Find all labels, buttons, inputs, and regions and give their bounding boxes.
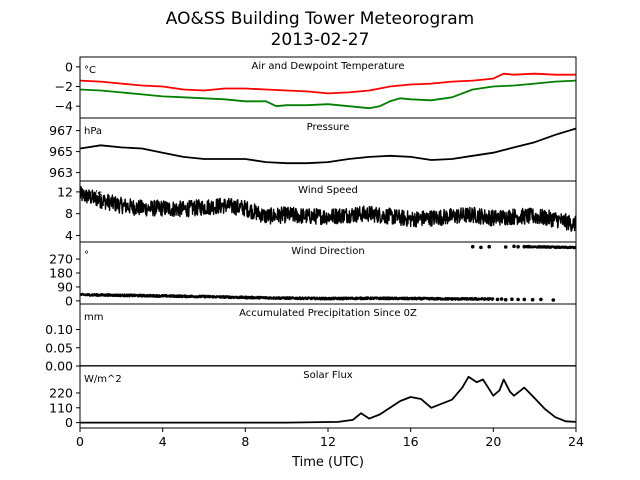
y-tick-label-1-2: 967 <box>49 123 73 138</box>
y-tick-label-2-1: 8 <box>65 206 73 221</box>
panel-unit-5: W/m^2 <box>84 374 122 385</box>
panel-title-0: Air and Dewpoint Temperature <box>252 61 405 72</box>
panel-title-5: Solar Flux <box>303 370 353 381</box>
y-tick-label-3-2: 180 <box>49 266 73 281</box>
y-tick-label-1-1: 965 <box>49 144 73 159</box>
series-3-1-pt-7 <box>539 297 543 302</box>
chart-subtitle: 2013-02-27 <box>271 30 370 50</box>
panel-unit-1: hPa <box>84 126 102 137</box>
y-tick-label-3-3: 270 <box>49 252 73 267</box>
series-0-1 <box>80 79 576 110</box>
panel-title-2: Wind Speed <box>298 185 358 196</box>
y-tick-label-5-1: 110 <box>49 400 73 415</box>
series-5-0 <box>80 375 576 424</box>
panel-series-group-3 <box>80 244 576 302</box>
x-tick-label-1: 4 <box>159 434 167 449</box>
panel-series-group-5 <box>80 375 576 424</box>
series-3-2-pt-5 <box>516 245 520 249</box>
x-tick-label-0: 0 <box>76 434 84 449</box>
panel-series-group-0 <box>80 72 576 110</box>
panel-series-group-2 <box>80 186 576 232</box>
chart-title: AO&SS Building Tower Meteorogram <box>166 9 474 29</box>
y-tick-label-0-0: 0 <box>65 59 73 74</box>
panel-0: 0 −2 −4 Air and Dewpoint Temperature °C <box>55 56 577 119</box>
series-3-1-pt-8 <box>551 298 556 302</box>
series-3-3 <box>523 244 576 250</box>
series-3-1-pt-2 <box>503 297 508 302</box>
y-tick-label-2-2: 12 <box>57 184 73 199</box>
y-tick-label-0-2: −4 <box>55 99 73 114</box>
series-3-1-pt-4 <box>516 297 520 302</box>
y-tick-label-2-0: 4 <box>65 228 73 243</box>
y-tick-label-0-1: −2 <box>55 79 73 94</box>
series-3-1-pt-5 <box>522 297 527 302</box>
series-3-1-pt-0 <box>495 297 500 302</box>
series-3-2-pt-0 <box>470 244 475 249</box>
x-tick-label-2: 8 <box>241 434 249 449</box>
series-3-2-pt-1 <box>479 245 483 250</box>
panel-unit-3: ° <box>84 250 89 261</box>
y-tick-label-4-1: 0.05 <box>45 340 73 355</box>
y-tick-label-5-0: 0 <box>65 415 73 430</box>
y-tick-label-3-1: 90 <box>57 279 73 294</box>
panel-1: 963 965 967 Pressure hPa <box>49 117 577 182</box>
y-tick-label-3-0: 0 <box>65 293 73 308</box>
series-3-1-pt-3 <box>510 297 514 302</box>
series-3-2-pt-2 <box>487 244 492 249</box>
x-tick-label-5: 20 <box>485 434 501 449</box>
series-0-0 <box>80 72 576 95</box>
panel-4: 0.00 0.05 0.10 Accumulated Precipitation Si… <box>45 303 577 374</box>
x-tick-label-6: 24 <box>568 434 584 449</box>
y-tick-label-4-2: 0.10 <box>45 322 73 337</box>
y-tick-label-4-0: 0.00 <box>45 359 73 374</box>
panel-title-1: Pressure <box>307 122 350 133</box>
panel-title-3: Wind Direction <box>291 246 365 257</box>
panel-series-group-1 <box>80 127 576 165</box>
panel-2: 4 8 12 Wind Speed m/s <box>57 180 577 243</box>
y-tick-label-5-2: 220 <box>49 385 73 400</box>
series-1-0 <box>80 127 576 165</box>
x-tick-label-4: 16 <box>403 434 419 449</box>
series-2-0 <box>80 186 576 232</box>
series-3-2-pt-4 <box>512 244 516 249</box>
panel-title-4: Accumulated Precipitation Since 0Z <box>239 308 417 319</box>
x-tick-label-3: 12 <box>320 434 336 449</box>
series-3-1-pt-1 <box>499 297 504 301</box>
series-3-2-pt-3 <box>503 245 508 249</box>
panel-unit-2: m/s <box>84 189 102 200</box>
y-tick-label-1-0: 963 <box>49 165 73 180</box>
panel-unit-0: °C <box>84 65 96 76</box>
series-3-1-pt-6 <box>530 297 535 302</box>
series-3-0 <box>80 292 495 301</box>
x-axis-label: Time (UTC) <box>291 455 364 470</box>
x-axis: 0 4 8 12 16 20 24 <box>76 428 584 449</box>
panel-unit-4: mm <box>84 312 103 323</box>
